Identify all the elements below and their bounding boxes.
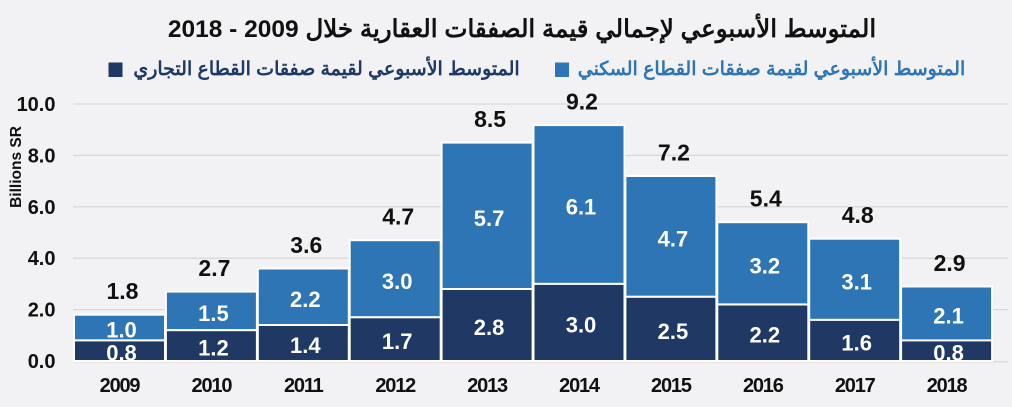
svg-text:6.0: 6.0 [28,197,56,219]
svg-text:2.1: 2.1 [933,304,964,329]
svg-text:1.7: 1.7 [382,329,413,354]
svg-text:2017: 2017 [835,375,876,397]
svg-text:3.1: 3.1 [841,269,872,294]
svg-text:7.2: 7.2 [658,140,690,166]
svg-text:2010: 2010 [192,375,233,397]
svg-text:1.4: 1.4 [290,333,321,358]
svg-text:2018: 2018 [927,375,968,397]
svg-text:1.0: 1.0 [106,318,137,343]
svg-text:4.7: 4.7 [658,226,689,251]
svg-text:10.0: 10.0 [17,94,56,116]
svg-text:4.0: 4.0 [28,248,56,270]
svg-text:2.0: 2.0 [28,300,56,322]
svg-text:5.7: 5.7 [474,206,505,231]
svg-text:0.8: 0.8 [106,341,137,366]
svg-text:3.0: 3.0 [566,312,597,337]
svg-text:3.2: 3.2 [750,253,781,278]
svg-text:8.0: 8.0 [28,145,56,167]
svg-text:2011: 2011 [284,375,324,397]
svg-text:Billions SR: Billions SR [8,126,25,208]
svg-text:2016: 2016 [743,375,784,397]
svg-text:6.1: 6.1 [566,195,597,220]
svg-text:1.5: 1.5 [198,301,229,326]
svg-text:3.0: 3.0 [382,269,413,294]
svg-text:1.2: 1.2 [198,336,229,361]
svg-text:المتوسط الأسبوعي لقيمة صفقات ا: المتوسط الأسبوعي لقيمة صفقات القطاع السك… [578,56,966,81]
svg-text:المتوسط الأسبوعي لقيمة صفقات ا: المتوسط الأسبوعي لقيمة صفقات القطاع التج… [133,56,519,81]
svg-text:2012: 2012 [375,375,416,397]
svg-text:9.2: 9.2 [566,89,598,115]
svg-text:4.8: 4.8 [842,202,874,228]
svg-text:2.9: 2.9 [934,250,966,276]
svg-text:0.8: 0.8 [933,341,964,366]
svg-text:2013: 2013 [467,375,508,397]
svg-text:2.5: 2.5 [658,319,689,344]
svg-text:2.2: 2.2 [750,323,781,348]
svg-text:5.4: 5.4 [750,186,782,212]
svg-text:المتوسط الأسبوعي لإجمالي قيمة: المتوسط الأسبوعي لإجمالي قيمة الصفقات ال… [168,11,876,44]
svg-text:3.6: 3.6 [290,232,322,258]
svg-text:2.8: 2.8 [474,315,505,340]
svg-text:0.0: 0.0 [28,351,56,373]
svg-text:2.7: 2.7 [198,255,230,281]
svg-text:8.5: 8.5 [474,106,506,132]
svg-text:1.8: 1.8 [107,278,139,304]
svg-text:2.2: 2.2 [290,287,321,312]
svg-text:2014: 2014 [559,375,601,397]
svg-text:1.6: 1.6 [841,330,872,355]
svg-text:2015: 2015 [651,375,692,397]
svg-text:4.7: 4.7 [382,204,414,230]
svg-text:2009: 2009 [100,375,141,397]
